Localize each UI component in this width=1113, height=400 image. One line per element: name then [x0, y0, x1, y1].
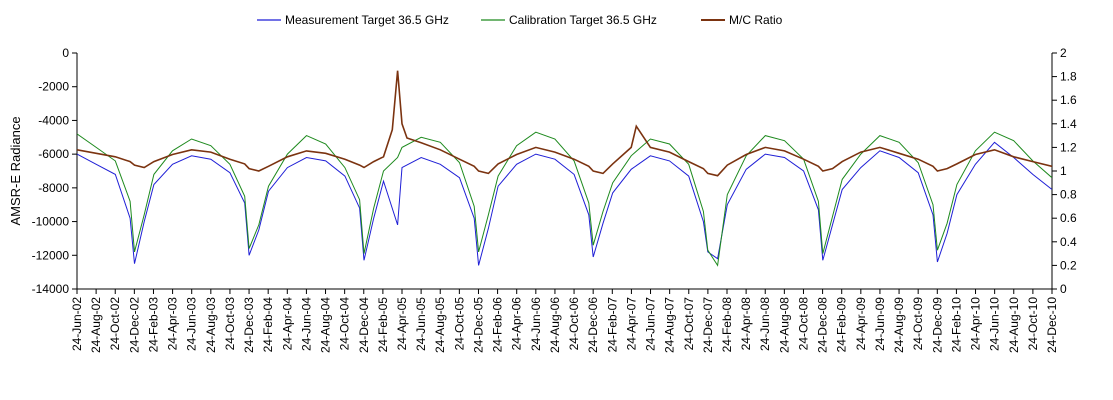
x-tick-label: 24-Jun-09: [873, 297, 887, 351]
right-y-tick-label: 0.4: [1060, 235, 1077, 249]
x-tick-label: 24-Dec-09: [930, 297, 944, 353]
x-tick-label: 24-Jun-07: [644, 297, 658, 351]
x-tick-label: 24-Oct-06: [567, 297, 581, 351]
right-y-tick-label: 2: [1060, 46, 1067, 60]
right-y-tick-label: 0.8: [1060, 188, 1077, 202]
x-tick-label: 24-Jun-03: [185, 297, 199, 351]
left-y-tick-label: -4000: [38, 113, 69, 127]
y-axis-title: AMSR-E Radiance: [8, 116, 23, 225]
x-tick-label: 24-Jun-02: [70, 297, 84, 351]
x-tick-label: 24-Jun-08: [758, 297, 772, 351]
left-y-tick-label: -12000: [32, 248, 70, 262]
x-tick-label: 24-Feb-05: [376, 297, 390, 353]
x-tick-label: 24-Aug-07: [663, 297, 677, 353]
x-tick-label: 24-Apr-06: [510, 297, 524, 351]
x-tick-label: 24-Aug-04: [319, 297, 333, 353]
x-tick-label: 24-Apr-09: [854, 297, 868, 351]
series-line-3: [77, 70, 1052, 177]
x-tick-label: 24-Apr-04: [280, 297, 294, 351]
left-y-tick-label: -6000: [38, 147, 69, 161]
right-y-tick-label: 1.2: [1060, 140, 1077, 154]
x-tick-label: 24-Feb-04: [261, 297, 275, 353]
x-tick-label: 24-Feb-09: [835, 297, 849, 353]
x-tick-label: 24-Aug-06: [548, 297, 562, 353]
x-tick-label: 24-Dec-07: [701, 297, 715, 353]
x-tick-label: 24-Oct-10: [1026, 297, 1040, 351]
x-tick-label: 24-Dec-04: [357, 297, 371, 353]
x-tick-label: 24-Apr-08: [739, 297, 753, 351]
x-tick-label: 24-Aug-10: [1007, 297, 1021, 353]
x-tick-label: 24-Jun-05: [414, 297, 428, 351]
x-tick-label: 24-Aug-08: [777, 297, 791, 353]
x-tick-label: 24-Aug-02: [89, 297, 103, 353]
series-layer: [77, 70, 1052, 267]
x-tick-label: 24-Aug-05: [433, 297, 447, 353]
x-tick-label: 24-Oct-09: [911, 297, 925, 351]
right-y-tick-label: 1.8: [1060, 70, 1077, 84]
x-tick-label: 24-Oct-05: [452, 297, 466, 351]
series-line-2: [77, 131, 1052, 267]
x-tick-label: 24-Feb-08: [720, 297, 734, 353]
left-y-tick-label: -10000: [32, 215, 70, 229]
x-tick-label: 24-Dec-10: [1045, 297, 1059, 353]
x-tick-label: 24-Dec-05: [471, 297, 485, 353]
left-y-ticks: 0 -2000 -4000 -6000 -8000 -10000 -12000 -14000: [32, 46, 77, 296]
left-y-tick-label: -14000: [32, 282, 70, 296]
x-tick-label: 24-Apr-03: [166, 297, 180, 351]
x-tick-label: 24-Jun-10: [988, 297, 1002, 351]
legend-label: Calibration Target 36.5 GHz: [509, 13, 657, 27]
x-tick-label: 24-Feb-06: [491, 297, 505, 353]
left-y-tick-label: 0: [62, 46, 69, 60]
right-y-tick-label: 0: [1060, 282, 1067, 296]
x-tick-label: 24-Oct-02: [108, 297, 122, 351]
left-y-tick-label: -2000: [38, 80, 69, 94]
x-tick-label: 24-Oct-04: [338, 297, 352, 351]
legend-label: M/C Ratio: [729, 13, 783, 27]
right-y-tick-label: 0.6: [1060, 211, 1077, 225]
x-tick-label: 24-Jun-04: [299, 297, 313, 351]
series-line-1: [77, 141, 1052, 266]
x-tick-label: 24-Jun-06: [529, 297, 543, 351]
x-tick-label: 24-Aug-09: [892, 297, 906, 353]
x-tick-label: 24-Dec-02: [127, 297, 141, 353]
right-y-tick-label: 1: [1060, 164, 1067, 178]
x-tick-label: 24-Dec-08: [816, 297, 830, 353]
x-tick-label: 24-Feb-03: [146, 297, 160, 353]
x-tick-label: 24-Dec-03: [242, 297, 256, 353]
right-y-ticks: 2 1.8 1.6 1.4 1.2 1 0.8 0.6 0.4 0.2 0: [1052, 46, 1077, 296]
x-tick-label: 24-Aug-03: [204, 297, 218, 353]
x-tick-label: 24-Apr-07: [624, 297, 638, 351]
x-tick-label: 24-Dec-06: [586, 297, 600, 353]
x-tick-label: 24-Feb-10: [949, 297, 963, 353]
plot-area: [76, 53, 1053, 290]
x-tick-label: 24-Feb-07: [605, 297, 619, 353]
left-y-tick-label: -8000: [38, 181, 69, 195]
right-y-tick-label: 1.4: [1060, 117, 1077, 131]
x-tick-label: 24-Oct-08: [796, 297, 810, 351]
x-tick-label: 24-Oct-03: [223, 297, 237, 351]
right-y-tick-label: 0.2: [1060, 258, 1077, 272]
x-tick-label: 24-Apr-05: [395, 297, 409, 351]
x-ticks: 24-Jun-02 24-Aug-02 24-Oct-02 24-Dec-02 24-F…: [70, 289, 1059, 353]
legend-label: Measurement Target 36.5 GHz: [285, 13, 449, 27]
legend: Measurement Target 36.5 GHz Calibration T…: [257, 13, 783, 27]
right-y-tick-label: 1.6: [1060, 93, 1077, 107]
x-tick-label: 24-Oct-07: [682, 297, 696, 351]
x-tick-label: 24-Apr-10: [969, 297, 983, 351]
